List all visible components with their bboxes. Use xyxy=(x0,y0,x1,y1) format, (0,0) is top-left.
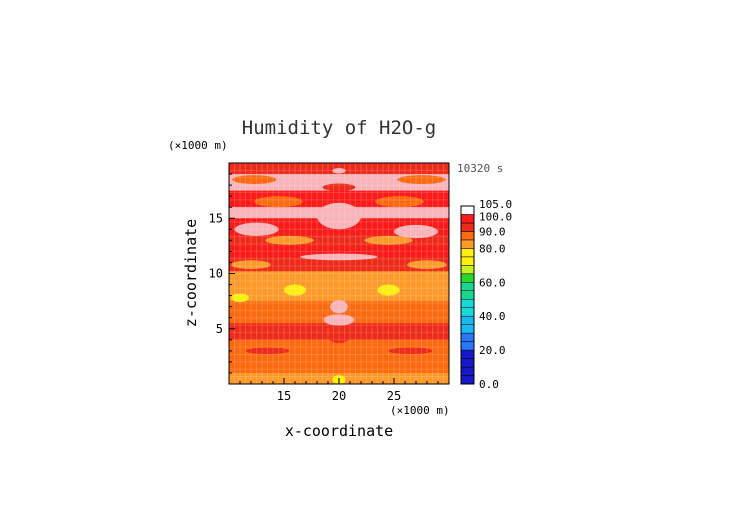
humidity-cell xyxy=(328,329,350,344)
x-unit-label: (×1000 m) xyxy=(390,404,450,417)
humidity-cell xyxy=(284,284,306,296)
colorbar-label: 40.0 xyxy=(479,310,506,323)
y-tick-label: 10 xyxy=(209,267,223,281)
colorbar-swatch xyxy=(460,239,475,249)
colorbar-swatch xyxy=(460,332,475,342)
humidity-cell xyxy=(317,202,361,230)
x-axis-label: x-coordinate xyxy=(285,422,393,440)
colorbar-label: 60.0 xyxy=(479,276,506,289)
humidity-band xyxy=(229,245,449,258)
humidity-cell xyxy=(375,196,424,208)
colorbar-swatch xyxy=(460,298,475,308)
colorbar-swatch xyxy=(460,256,475,266)
humidity-cell xyxy=(231,260,271,270)
humidity-cell xyxy=(394,224,438,239)
colorbar-frame xyxy=(460,205,475,385)
humidity-band xyxy=(229,234,449,247)
colorbar-swatch xyxy=(460,315,475,325)
colorbar-swatch xyxy=(460,222,475,232)
colorbar-swatch xyxy=(460,366,475,376)
colorbar-swatch xyxy=(460,324,475,334)
humidity-cell xyxy=(232,175,277,184)
humidity-cell xyxy=(300,253,378,261)
humidity-cell xyxy=(407,260,447,270)
y-tick-label: 5 xyxy=(216,322,223,336)
y-axis-label: z-coordinate xyxy=(182,219,200,327)
y-axis: 5 10 15 xyxy=(209,173,235,374)
colorbar-swatch xyxy=(460,358,475,368)
humidity-band xyxy=(229,256,449,272)
humidity-cell xyxy=(265,235,314,245)
humidity-cell xyxy=(332,167,346,174)
humidity-band xyxy=(229,356,449,374)
colorbar-swatch xyxy=(460,231,475,241)
humidity-cell xyxy=(364,235,413,245)
colorbar-swatch xyxy=(460,341,475,351)
humidity-cell xyxy=(377,284,400,296)
humidity-band xyxy=(229,271,449,286)
colorbar-label: 20.0 xyxy=(479,344,506,357)
humidity-cell xyxy=(323,314,355,326)
humidity-cell xyxy=(322,183,356,192)
y-unit-label: (×1000 m) xyxy=(168,139,228,152)
humidity-cell xyxy=(231,293,249,303)
colorbar-swatch xyxy=(460,248,475,258)
humidity-cell xyxy=(388,347,433,355)
x-axis: 15 20 25 xyxy=(239,378,439,403)
humidity-cell xyxy=(397,175,446,184)
humidity-cell xyxy=(254,196,303,208)
colorbar-label: 90.0 xyxy=(479,225,506,238)
humidity-cell xyxy=(234,222,279,236)
colorbar-label: 80.0 xyxy=(479,242,506,255)
humidity-cell xyxy=(245,347,290,355)
x-tick-label: 20 xyxy=(332,389,346,403)
colorbar-swatch xyxy=(460,349,475,359)
colorbar-label: 100.0 xyxy=(479,210,512,223)
time-label: 10320 s xyxy=(457,162,503,175)
chart-title: Humidity of H2O-g xyxy=(242,117,436,139)
colorbar-label: 0.0 xyxy=(479,378,499,391)
colorbar-swatch xyxy=(460,290,475,300)
colorbar-swatch xyxy=(460,282,475,292)
x-tick-label: 15 xyxy=(277,389,291,403)
colorbar-swatch xyxy=(460,214,475,224)
colorbar-label: 105.0 xyxy=(479,198,512,211)
humidity-band xyxy=(229,174,449,192)
x-tick-label: 25 xyxy=(387,389,401,403)
colorbar-swatch xyxy=(460,205,475,215)
colorbar-swatch xyxy=(460,265,475,275)
humidity-cell xyxy=(330,300,348,314)
colorbar-swatch xyxy=(460,375,475,385)
y-tick-label: 15 xyxy=(209,211,223,225)
colorbar-swatch xyxy=(460,273,475,283)
heatmap-plot-area xyxy=(229,163,449,384)
colorbar-swatch xyxy=(460,307,475,317)
